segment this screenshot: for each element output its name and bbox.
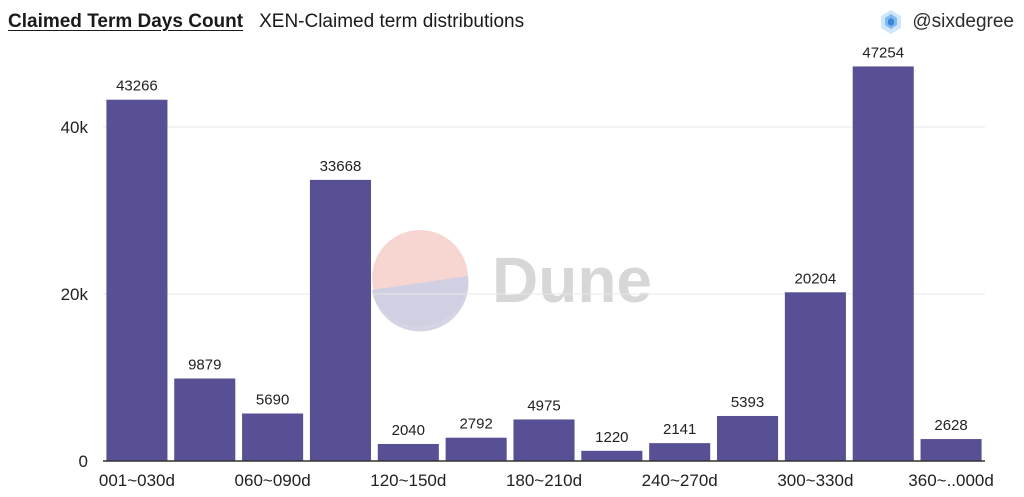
chart-header: Claimed Term Days Count XEN-Claimed term… xyxy=(8,8,524,36)
data-label: 47254 xyxy=(862,44,904,61)
chart-subtitle: XEN-Claimed term distributions xyxy=(259,11,525,32)
data-label: 2792 xyxy=(459,416,492,433)
x-tick-label: 060~090d xyxy=(235,471,311,490)
bar[interactable] xyxy=(920,439,982,461)
bar[interactable] xyxy=(309,179,371,461)
x-tick-label: 240~270d xyxy=(642,471,718,490)
bar[interactable] xyxy=(717,415,779,461)
data-label: 4975 xyxy=(527,397,560,414)
author-badge[interactable]: @sixdegree xyxy=(878,8,1014,36)
author-name: @sixdegree xyxy=(912,11,1014,32)
x-tick-label: 360~..000d xyxy=(908,471,994,490)
data-label: 9879 xyxy=(188,357,221,374)
data-label: 2141 xyxy=(663,421,696,438)
data-label: 33668 xyxy=(320,158,362,175)
data-label: 5690 xyxy=(256,391,289,408)
bar[interactable] xyxy=(445,437,507,461)
bar[interactable] xyxy=(377,443,439,461)
x-tick-label: 001~030d xyxy=(99,471,175,490)
data-label: 1220 xyxy=(595,429,628,446)
bar[interactable] xyxy=(106,99,168,462)
bar[interactable] xyxy=(242,413,304,461)
data-label: 5393 xyxy=(731,394,764,411)
watermark-text: Dune xyxy=(492,244,652,316)
bar[interactable] xyxy=(649,443,711,461)
bar[interactable] xyxy=(513,419,575,461)
dune-watermark: Dune xyxy=(372,230,652,332)
data-label: 43266 xyxy=(116,78,158,95)
chart-title[interactable]: Claimed Term Days Count xyxy=(8,11,244,32)
x-tick-label: 300~330d xyxy=(777,471,853,490)
bar[interactable] xyxy=(581,450,643,461)
y-tick-label: 40k xyxy=(61,118,89,137)
x-tick-label: 180~210d xyxy=(506,471,582,490)
bar[interactable] xyxy=(784,292,846,461)
data-label: 2628 xyxy=(934,417,967,434)
cube-cluster-icon xyxy=(881,10,902,34)
y-tick-label: 0 xyxy=(79,452,88,471)
bar[interactable] xyxy=(852,66,914,461)
y-tick-label: 20k xyxy=(61,285,89,304)
data-label: 2040 xyxy=(392,422,425,439)
bar[interactable] xyxy=(174,378,236,461)
data-label: 20204 xyxy=(795,270,837,287)
x-tick-label: 120~150d xyxy=(370,471,446,490)
